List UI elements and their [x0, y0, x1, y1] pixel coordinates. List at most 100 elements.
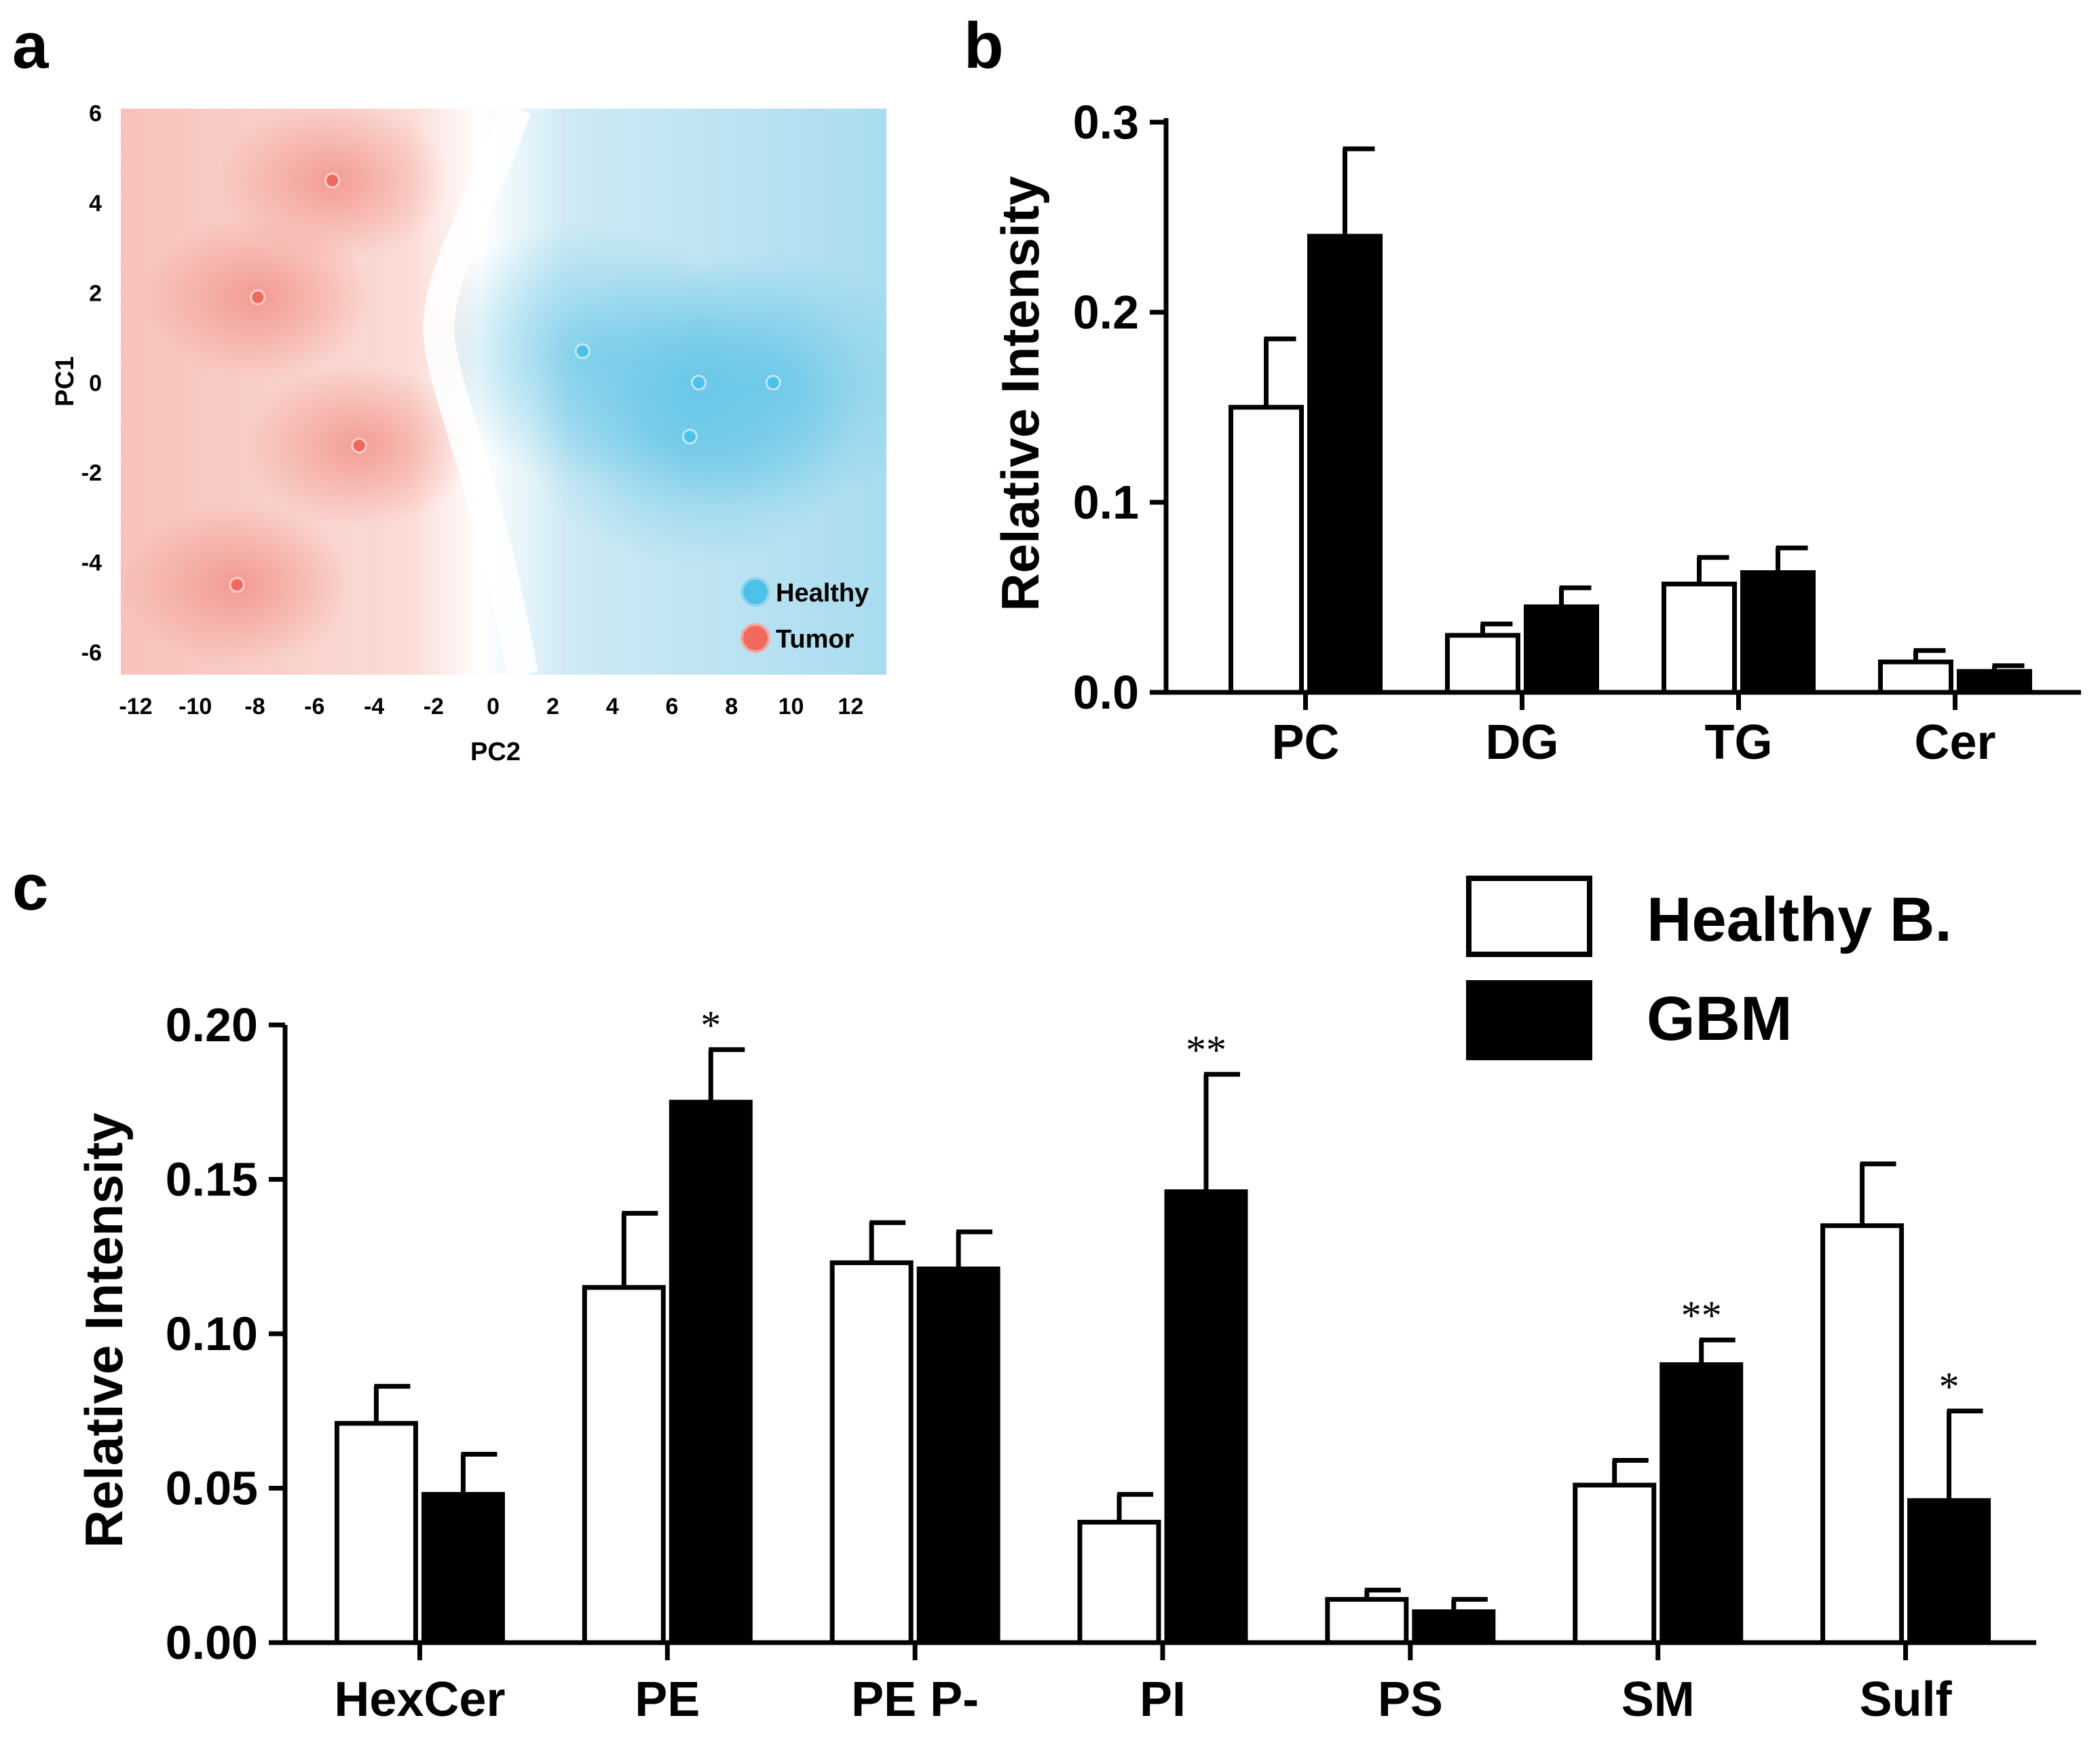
healthy-bar-tg [1662, 581, 1737, 695]
tumor-point-0 [324, 172, 341, 189]
pca-x-tick: 2 [546, 694, 559, 719]
pca-x-tick: 4 [606, 694, 619, 719]
pca-y-tick: 2 [89, 280, 102, 306]
pca-points [229, 172, 781, 593]
y-tick-label: 0.15 [166, 1153, 258, 1206]
pca-glows [121, 109, 886, 667]
pca-y-label: PC1 [51, 356, 79, 407]
category-label: SM [1621, 1672, 1695, 1727]
pca-x-tick: -8 [244, 694, 265, 719]
gbm-bar-pe-p- [916, 1266, 1000, 1645]
bar-chart-c: Relative Intensity 0.00 0.05 0.10 0.15 0.20 H… [74, 876, 2036, 1727]
pca-x-tick: -4 [364, 694, 384, 719]
significance-marker: * [1939, 1364, 1960, 1409]
pca-legend: Healthy Tumor [740, 577, 869, 654]
healthy-bar-hexcer [334, 1421, 418, 1645]
gbm-bar-hexcer [421, 1492, 505, 1645]
panel-c-bars: 0.00 0.05 0.10 0.15 0.20 HexCer PE * PE P- PI ** PS… [166, 998, 1991, 1727]
category-label: PE P- [851, 1672, 979, 1727]
legend-gbm-text: GBM [1647, 984, 1793, 1053]
y-tick-label: 0.3 [1073, 96, 1139, 149]
healthy-point-0 [574, 343, 590, 359]
category-label: PE [635, 1672, 700, 1727]
tumor-point-3 [229, 577, 245, 593]
y-tick-label: 0.2 [1073, 286, 1139, 339]
gbm-bar-pi [1164, 1189, 1248, 1645]
panel-b-y-label: Relative Intensity [990, 176, 1050, 612]
y-tick-label: 0.0 [1073, 666, 1139, 719]
category-label: PS [1378, 1672, 1443, 1727]
pca-y-tick: 4 [89, 191, 102, 217]
main-legend: Healthy B. GBM [1466, 876, 1952, 1060]
pca-y-tick: -4 [81, 550, 102, 576]
healthy-bar-sulf [1820, 1223, 1905, 1645]
panel-label-c: c [12, 851, 48, 924]
category-label: Sulf [1860, 1672, 1953, 1727]
pca-x-tick: 6 [666, 694, 679, 719]
legend-healthy-swatch [1466, 876, 1592, 957]
panel-label-b: b [964, 10, 1004, 82]
pca-x-label: PC2 [470, 738, 521, 766]
legend-healthy-marker [740, 577, 770, 607]
pca-y-tick: -6 [81, 640, 102, 666]
pca-x-tick: 12 [838, 694, 863, 719]
gbm-bar-sulf [1907, 1498, 1991, 1645]
y-tick-label: 0.10 [166, 1307, 258, 1360]
legend-healthy-text: Healthy B. [1647, 885, 1952, 954]
category-label: DG [1486, 715, 1559, 770]
bar-chart-b: Relative Intensity 0.0 0.1 0.2 0.3 PC DG TG Cer [990, 96, 2081, 770]
healthy-bar-pc [1229, 405, 1304, 695]
pca-x-tick: -10 [179, 694, 212, 719]
y-tick-label: 0.05 [166, 1462, 258, 1515]
healthy-bar-pi [1077, 1520, 1161, 1645]
tumor-point-2 [351, 437, 367, 453]
legend-gbm-swatch [1466, 980, 1592, 1060]
legend-tumor-marker [740, 623, 770, 653]
healthy-bar-sm [1573, 1482, 1657, 1645]
healthy-bar-pe [582, 1285, 666, 1645]
category-label: Cer [1914, 715, 1995, 770]
gbm-bar-ps [1412, 1609, 1496, 1645]
pca-plot: -12 -10 -8 -6 -4 -2 0 2 4 6 8 10 12 6 4 2 0 -2 -4 -6 PC2 PC… [51, 101, 886, 766]
panel-label-a: a [12, 10, 49, 82]
gbm-bar-tg [1740, 570, 1816, 695]
pca-x-tick: 8 [725, 694, 738, 719]
healthy-point-3 [681, 428, 698, 445]
pca-x-tick: -12 [119, 694, 152, 719]
gbm-bar-cer [1957, 669, 2032, 695]
legend-tumor-label: Tumor [776, 625, 855, 654]
healthy-point-2 [765, 375, 781, 391]
healthy-point-1 [690, 375, 707, 391]
panel-c-y-label: Relative Intensity [74, 1112, 134, 1548]
tumor-point-1 [250, 289, 266, 305]
pca-x-tick: -6 [304, 694, 324, 719]
significance-marker: ** [1186, 1028, 1226, 1072]
legend-healthy-label: Healthy [776, 579, 869, 607]
gbm-bar-pe [669, 1100, 753, 1645]
significance-marker: * [700, 1003, 721, 1047]
pca-y-tick: -2 [81, 460, 102, 486]
pca-x-tick: 0 [487, 694, 500, 719]
category-label: PI [1140, 1672, 1186, 1727]
pca-ticks: -12 -10 -8 -6 -4 -2 0 2 4 6 8 10 12 6 4 2 0 -2 -4 -6 [81, 101, 863, 719]
panel-b-bars: 0.0 0.1 0.2 0.3 PC DG TG Cer [1073, 96, 2032, 770]
category-label: HexCer [334, 1672, 505, 1727]
category-label: TG [1705, 715, 1773, 770]
healthy-bar-pe-p- [829, 1260, 914, 1645]
gbm-bar-pc [1307, 233, 1383, 695]
significance-marker: ** [1681, 1293, 1722, 1338]
gbm-bar-dg [1524, 604, 1599, 695]
y-tick-label: 0.20 [166, 998, 258, 1051]
y-tick-label: 0.00 [166, 1616, 258, 1669]
gbm-bar-sm [1660, 1362, 1744, 1645]
decision-boundary [423, 109, 538, 675]
healthy-bar-ps [1325, 1596, 1409, 1645]
pca-x-tick: -2 [424, 694, 444, 719]
pca-y-tick: 6 [89, 101, 102, 127]
pca-x-tick: 10 [779, 694, 804, 719]
y-tick-label: 0.1 [1073, 476, 1139, 529]
pca-y-tick: 0 [89, 371, 102, 396]
category-label: PC [1271, 715, 1339, 770]
healthy-bar-cer [1878, 659, 1953, 695]
